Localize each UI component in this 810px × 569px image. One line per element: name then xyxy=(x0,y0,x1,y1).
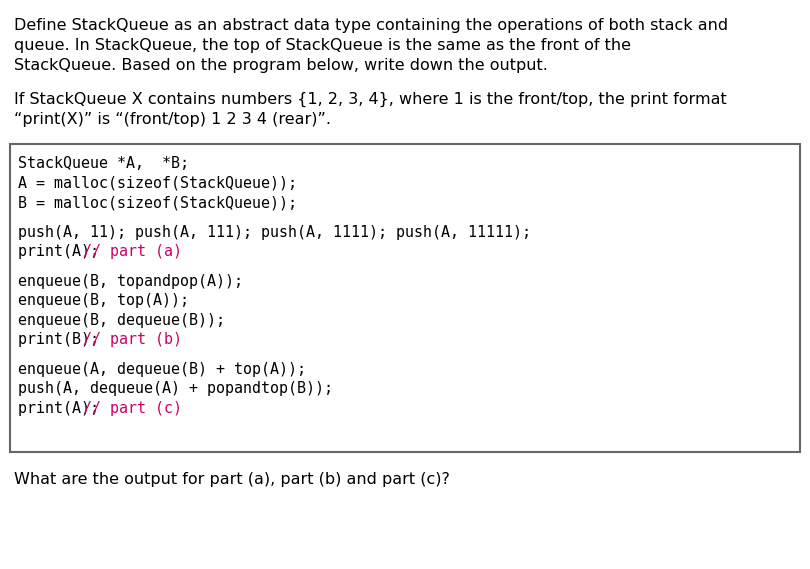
FancyBboxPatch shape xyxy=(10,144,800,452)
Text: print(B);: print(B); xyxy=(18,332,108,347)
Text: // part (a): // part (a) xyxy=(83,244,181,259)
Text: // part (b): // part (b) xyxy=(83,332,181,347)
Text: StackQueue. Based on the program below, write down the output.: StackQueue. Based on the program below, … xyxy=(14,58,548,73)
Text: enqueue(B, top(A));: enqueue(B, top(A)); xyxy=(18,293,189,308)
Text: enqueue(A, dequeue(B) + top(A));: enqueue(A, dequeue(B) + top(A)); xyxy=(18,361,306,377)
Text: push(A, 11); push(A, 111); push(A, 1111); push(A, 11111);: push(A, 11); push(A, 111); push(A, 1111)… xyxy=(18,225,531,240)
Text: // part (c): // part (c) xyxy=(83,401,181,415)
Text: B = malloc(sizeof(StackQueue));: B = malloc(sizeof(StackQueue)); xyxy=(18,195,297,210)
Text: What are the output for part (a), part (b) and part (c)?: What are the output for part (a), part (… xyxy=(14,472,450,487)
Text: StackQueue *A,  *B;: StackQueue *A, *B; xyxy=(18,156,189,171)
Text: If StackQueue X contains numbers {1, 2, 3, 4}, where 1 is the front/top, the pri: If StackQueue X contains numbers {1, 2, … xyxy=(14,92,727,107)
Text: enqueue(B, dequeue(B));: enqueue(B, dequeue(B)); xyxy=(18,312,225,328)
Text: queue. In StackQueue, the top of StackQueue is the same as the front of the: queue. In StackQueue, the top of StackQu… xyxy=(14,38,631,53)
Text: A = malloc(sizeof(StackQueue));: A = malloc(sizeof(StackQueue)); xyxy=(18,175,297,191)
Text: “print(X)” is “(front/top) 1 2 3 4 (rear)”.: “print(X)” is “(front/top) 1 2 3 4 (rear… xyxy=(14,112,331,127)
Text: Define StackQueue as an abstract data type containing the operations of both sta: Define StackQueue as an abstract data ty… xyxy=(14,18,728,33)
Text: enqueue(B, topandpop(A));: enqueue(B, topandpop(A)); xyxy=(18,274,243,288)
Text: push(A, dequeue(A) + popandtop(B));: push(A, dequeue(A) + popandtop(B)); xyxy=(18,381,333,396)
Text: print(A);: print(A); xyxy=(18,401,108,415)
Text: print(A);: print(A); xyxy=(18,244,108,259)
